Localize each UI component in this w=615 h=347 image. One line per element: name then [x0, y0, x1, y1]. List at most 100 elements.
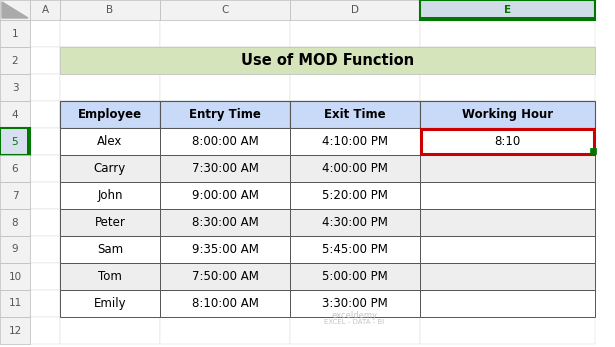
Bar	[290, 236, 420, 263]
Text: Use of MOD Function: Use of MOD Function	[241, 53, 414, 68]
Bar	[290, 20, 420, 47]
Bar	[160, 209, 290, 236]
Bar	[0, 20, 30, 47]
Bar	[420, 0, 595, 20]
Bar	[30, 209, 60, 236]
Bar	[60, 236, 160, 263]
Text: 8:10: 8:10	[494, 135, 521, 148]
Text: E: E	[504, 5, 511, 15]
Bar	[60, 101, 160, 128]
Bar	[420, 209, 595, 236]
Bar	[590, 148, 596, 154]
Bar	[160, 128, 290, 155]
Bar	[160, 263, 290, 290]
Bar	[0, 101, 30, 128]
Bar	[160, 236, 290, 263]
Bar	[290, 182, 420, 209]
Text: 12: 12	[9, 325, 22, 336]
Bar	[0, 182, 30, 209]
Bar	[160, 182, 290, 209]
Text: 7:30:00 AM: 7:30:00 AM	[191, 162, 258, 175]
Bar	[420, 20, 595, 47]
Bar	[160, 290, 290, 317]
Bar	[290, 101, 420, 128]
Text: Sam: Sam	[97, 243, 123, 256]
Bar	[160, 128, 290, 155]
Bar	[420, 182, 595, 209]
Text: Working Hour: Working Hour	[462, 108, 553, 121]
Bar	[60, 47, 160, 74]
Bar	[0, 47, 30, 74]
Text: 5:45:00 PM: 5:45:00 PM	[322, 243, 388, 256]
Bar	[290, 128, 420, 155]
Bar	[290, 290, 420, 317]
Bar	[420, 290, 595, 317]
Text: 6: 6	[12, 163, 18, 174]
Text: 9:35:00 AM: 9:35:00 AM	[191, 243, 258, 256]
Bar	[290, 209, 420, 236]
Bar	[60, 182, 160, 209]
Text: John: John	[97, 189, 123, 202]
Text: 8:30:00 AM: 8:30:00 AM	[192, 216, 258, 229]
Text: B: B	[106, 5, 114, 15]
Text: 4:10:00 PM: 4:10:00 PM	[322, 135, 388, 148]
Bar	[160, 155, 290, 182]
Bar	[30, 101, 60, 128]
Bar	[290, 236, 420, 263]
Bar	[60, 128, 160, 155]
Bar	[290, 74, 420, 101]
Text: 7:50:00 AM: 7:50:00 AM	[191, 270, 258, 283]
Bar	[60, 155, 160, 182]
Bar	[290, 0, 420, 20]
Text: 3:30:00 PM: 3:30:00 PM	[322, 297, 388, 310]
Bar	[27, 128, 30, 155]
Bar	[160, 101, 290, 128]
Bar	[30, 74, 60, 101]
Bar	[60, 20, 160, 47]
Text: Exit Time: Exit Time	[324, 108, 386, 121]
Bar	[290, 263, 420, 290]
Bar	[420, 236, 595, 263]
Text: EXCEL - DATA - BI: EXCEL - DATA - BI	[324, 319, 384, 325]
Bar	[160, 101, 290, 128]
Bar	[290, 101, 420, 128]
Text: A: A	[41, 5, 49, 15]
Bar	[0, 128, 30, 155]
Bar	[420, 263, 595, 290]
Bar	[420, 101, 595, 128]
Text: 8:00:00 AM: 8:00:00 AM	[192, 135, 258, 148]
Bar	[60, 155, 160, 182]
Bar	[0, 236, 30, 263]
Bar	[60, 236, 160, 263]
Bar	[60, 101, 160, 128]
Text: D: D	[351, 5, 359, 15]
Bar	[60, 317, 160, 344]
Bar	[420, 155, 595, 182]
Text: 8:10:00 AM: 8:10:00 AM	[191, 297, 258, 310]
Bar	[30, 47, 60, 74]
Bar	[0, 0, 30, 20]
Text: 11: 11	[9, 298, 22, 308]
Bar	[60, 128, 160, 155]
Bar	[60, 74, 160, 101]
Bar	[160, 236, 290, 263]
Bar	[60, 209, 160, 236]
Bar	[290, 155, 420, 182]
Bar	[420, 182, 595, 209]
Text: Peter: Peter	[95, 216, 125, 229]
Bar	[0, 74, 30, 101]
Bar	[0, 317, 30, 344]
Text: Tom: Tom	[98, 270, 122, 283]
Polygon shape	[2, 2, 28, 18]
Bar	[160, 317, 290, 344]
Text: 3: 3	[12, 83, 18, 93]
Bar	[0, 263, 30, 290]
Bar	[160, 209, 290, 236]
Bar	[30, 155, 60, 182]
Bar	[160, 182, 290, 209]
Text: 5: 5	[12, 136, 18, 146]
Bar	[420, 317, 595, 344]
Bar	[60, 0, 160, 20]
Bar	[30, 236, 60, 263]
Bar	[290, 290, 420, 317]
